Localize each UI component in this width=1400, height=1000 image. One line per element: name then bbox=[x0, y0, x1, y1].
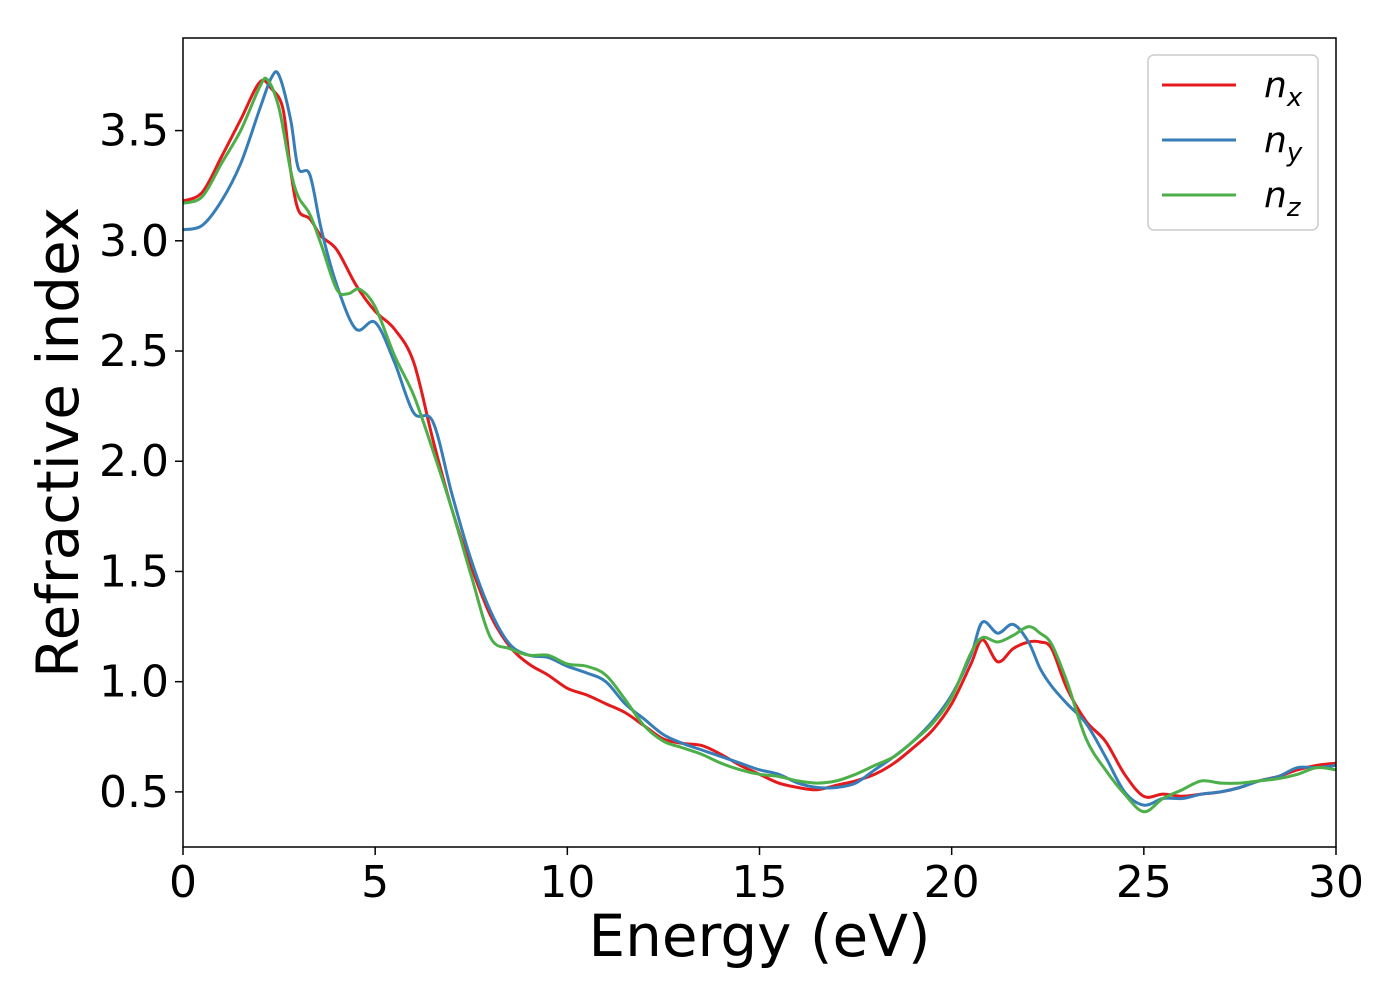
y-tick-label: 3.5 bbox=[99, 106, 169, 157]
x-tick-label: 30 bbox=[1308, 857, 1364, 908]
legend-label: nz bbox=[1264, 175, 1302, 223]
x-tick-label: 0 bbox=[169, 857, 197, 908]
x-tick-label: 10 bbox=[539, 857, 595, 908]
y-tick-label: 2.5 bbox=[99, 326, 169, 377]
legend-box bbox=[1147, 54, 1319, 231]
x-tick-label: 15 bbox=[732, 857, 788, 908]
y-tick-label: 2.0 bbox=[99, 436, 169, 487]
x-axis: 0 5 10 15 20 25 30 bbox=[169, 847, 1364, 908]
series-line-nx bbox=[183, 78, 1336, 799]
x-axis-title: Energy (eV) bbox=[588, 902, 930, 970]
y-tick-label: 1.5 bbox=[99, 546, 169, 597]
legend: nx ny nz bbox=[1147, 54, 1319, 231]
y-axis: 0.5 1.0 1.5 2.0 2.5 3.0 3.5 bbox=[99, 106, 183, 818]
x-tick-label: 25 bbox=[1116, 857, 1172, 908]
y-axis-title: Refractive index bbox=[24, 207, 92, 678]
y-tick-label: 1.0 bbox=[99, 657, 169, 708]
legend-label: nx bbox=[1264, 65, 1303, 113]
y-tick-label: 0.5 bbox=[99, 767, 169, 818]
y-tick-label: 3.0 bbox=[99, 216, 169, 267]
series-line-nz bbox=[183, 76, 1336, 814]
x-tick-label: 20 bbox=[924, 857, 980, 908]
legend-label: ny bbox=[1264, 120, 1303, 168]
x-tick-label: 5 bbox=[361, 857, 389, 908]
plot-lines bbox=[183, 70, 1336, 814]
